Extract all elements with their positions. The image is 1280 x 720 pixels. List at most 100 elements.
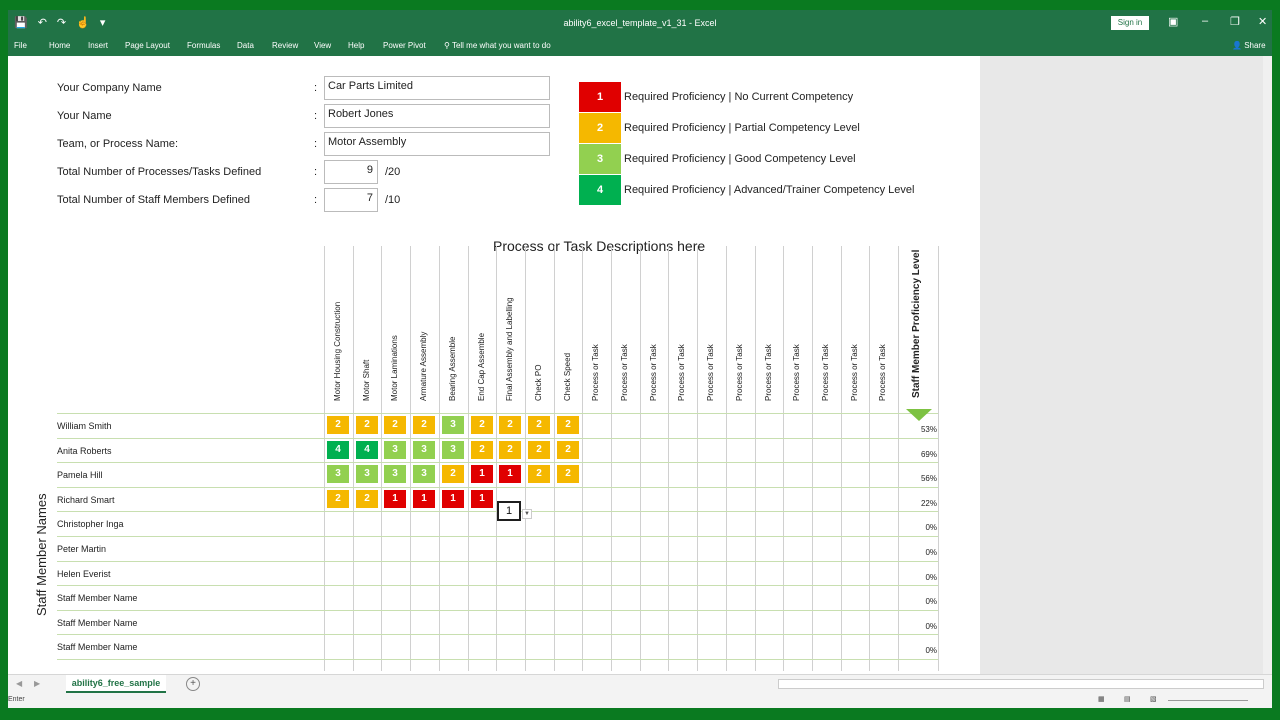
competency-cell[interactable]: 2 xyxy=(471,416,493,434)
save-icon[interactable]: 💾 xyxy=(14,17,28,29)
competency-cell[interactable]: 2 xyxy=(327,490,349,508)
column-header[interactable]: Process or Task xyxy=(611,251,639,401)
staff-name[interactable]: Richard Smart xyxy=(57,495,115,505)
competency-cell[interactable]: 3 xyxy=(356,465,378,483)
competency-cell[interactable]: 2 xyxy=(557,441,579,459)
competency-cell[interactable]: 4 xyxy=(327,441,349,459)
tab-file[interactable]: File xyxy=(14,41,27,50)
competency-cell[interactable]: 1 xyxy=(413,490,435,508)
tab-insert[interactable]: Insert xyxy=(88,41,109,50)
column-header[interactable]: Bearing Assemble xyxy=(439,251,467,401)
competency-cell[interactable]: 3 xyxy=(413,441,435,459)
column-header[interactable]: Process or Task xyxy=(812,251,840,401)
competency-cell[interactable]: 3 xyxy=(413,465,435,483)
company-field[interactable]: Car Parts Limited xyxy=(324,76,550,100)
competency-cell[interactable]: 2 xyxy=(442,465,464,483)
column-header[interactable]: Armature Assembly xyxy=(410,251,438,401)
customize-qat-icon[interactable]: ▾ xyxy=(99,17,106,29)
competency-cell[interactable]: 1 xyxy=(471,465,493,483)
competency-cell[interactable]: 2 xyxy=(528,465,550,483)
column-header[interactable]: Final Assembly and Labelling xyxy=(496,251,524,401)
competency-cell[interactable]: 3 xyxy=(327,465,349,483)
column-header[interactable]: Process or Task xyxy=(582,251,610,401)
dropdown-arrow-icon[interactable]: ▼ xyxy=(522,509,532,519)
tell-me-search[interactable]: ⚲ Tell me what you want to do xyxy=(444,41,551,50)
add-sheet-icon[interactable]: + xyxy=(186,677,200,691)
staff-name[interactable]: Pamela Hill xyxy=(57,470,103,480)
competency-cell[interactable]: 3 xyxy=(384,441,406,459)
staff-count[interactable]: 7 xyxy=(324,188,378,212)
normal-view-icon[interactable]: ▦ xyxy=(1098,696,1105,703)
name-field[interactable]: Robert Jones xyxy=(324,104,550,128)
active-cell[interactable]: 1 xyxy=(497,501,521,521)
worksheet[interactable]: Your Company Name : Car Parts Limited Yo… xyxy=(8,56,1272,676)
staff-name[interactable]: Staff Member Name xyxy=(57,593,138,603)
competency-cell[interactable]: 3 xyxy=(442,416,464,434)
processes-count[interactable]: 9 xyxy=(324,160,378,184)
competency-cell[interactable]: 3 xyxy=(384,465,406,483)
competency-cell[interactable]: 2 xyxy=(356,490,378,508)
column-header[interactable]: Motor Laminations xyxy=(381,251,409,401)
sign-in-button[interactable]: Sign in xyxy=(1111,16,1149,30)
page-layout-view-icon[interactable]: ▤ xyxy=(1124,696,1131,703)
scroll-right-icon[interactable]: ▶ xyxy=(34,679,41,688)
sheet-tab-active[interactable]: ability6_free_sample xyxy=(66,675,166,693)
undo-icon[interactable]: ↶ xyxy=(37,17,47,29)
staff-name[interactable]: Peter Martin xyxy=(57,544,107,554)
column-header[interactable]: Process or Task xyxy=(697,251,725,401)
page-break-view-icon[interactable]: ▧ xyxy=(1150,696,1157,703)
competency-cell[interactable]: 2 xyxy=(356,416,378,434)
touch-mode-icon[interactable]: ☝ xyxy=(76,17,90,29)
competency-cell[interactable]: 1 xyxy=(471,490,493,508)
tab-home[interactable]: Home xyxy=(49,41,71,50)
redo-icon[interactable]: ↷ xyxy=(56,17,67,29)
column-header[interactable]: Check PO xyxy=(525,251,553,401)
column-header[interactable]: Process or Task xyxy=(755,251,783,401)
column-header[interactable]: Process or Task xyxy=(726,251,754,401)
competency-cell[interactable]: 2 xyxy=(557,416,579,434)
competency-cell[interactable]: 2 xyxy=(384,416,406,434)
staff-name[interactable]: Staff Member Name xyxy=(57,642,138,652)
column-header[interactable]: Process or Task xyxy=(869,251,897,401)
column-header[interactable]: Process or Task xyxy=(783,251,811,401)
competency-cell[interactable]: 2 xyxy=(499,416,521,434)
staff-name[interactable]: William Smith xyxy=(57,421,112,431)
scroll-left-icon[interactable]: ◀ xyxy=(16,679,23,688)
tab-view[interactable]: View xyxy=(314,41,332,50)
column-header[interactable]: End Cap Assemble xyxy=(468,251,496,401)
zoom-slider[interactable] xyxy=(1168,700,1248,701)
competency-cell[interactable]: 2 xyxy=(327,416,349,434)
minimize-icon[interactable]: – xyxy=(1202,15,1209,27)
column-header[interactable]: Process or Task xyxy=(640,251,668,401)
staff-name[interactable]: Staff Member Name xyxy=(57,618,138,628)
staff-name[interactable]: Anita Roberts xyxy=(57,446,112,456)
column-header[interactable]: Motor Housing Construction xyxy=(324,251,352,401)
horizontal-scrollbar[interactable] xyxy=(778,679,1264,689)
competency-cell[interactable]: 2 xyxy=(499,441,521,459)
competency-cell[interactable]: 1 xyxy=(442,490,464,508)
tab-page-layout[interactable]: Page Layout xyxy=(125,41,170,50)
competency-cell[interactable]: 1 xyxy=(499,465,521,483)
close-icon[interactable]: ✕ xyxy=(1258,16,1268,28)
competency-cell[interactable]: 4 xyxy=(356,441,378,459)
tab-power-pivot[interactable]: Power Pivot xyxy=(383,41,426,50)
vertical-scrollbar[interactable] xyxy=(1263,56,1272,676)
column-header[interactable]: Process or Task xyxy=(841,251,869,401)
column-header[interactable]: Check Speed xyxy=(554,251,582,401)
column-header[interactable]: Motor Shaft xyxy=(353,251,381,401)
competency-cell[interactable]: 3 xyxy=(442,441,464,459)
restore-icon[interactable]: ❐ xyxy=(1230,16,1240,28)
tab-formulas[interactable]: Formulas xyxy=(187,41,221,50)
competency-cell[interactable]: 2 xyxy=(528,441,550,459)
column-header[interactable]: Process or Task xyxy=(668,251,696,401)
ribbon-display-icon[interactable]: ▣ xyxy=(1168,16,1179,28)
tab-review[interactable]: Review xyxy=(272,41,299,50)
share-button[interactable]: 👤 Share xyxy=(1232,41,1266,50)
tab-data[interactable]: Data xyxy=(237,41,254,50)
competency-cell[interactable]: 2 xyxy=(528,416,550,434)
competency-cell[interactable]: 2 xyxy=(557,465,579,483)
competency-cell[interactable]: 2 xyxy=(471,441,493,459)
staff-name[interactable]: Helen Everist xyxy=(57,569,111,579)
tab-help[interactable]: Help xyxy=(348,41,365,50)
team-field[interactable]: Motor Assembly xyxy=(324,132,550,156)
